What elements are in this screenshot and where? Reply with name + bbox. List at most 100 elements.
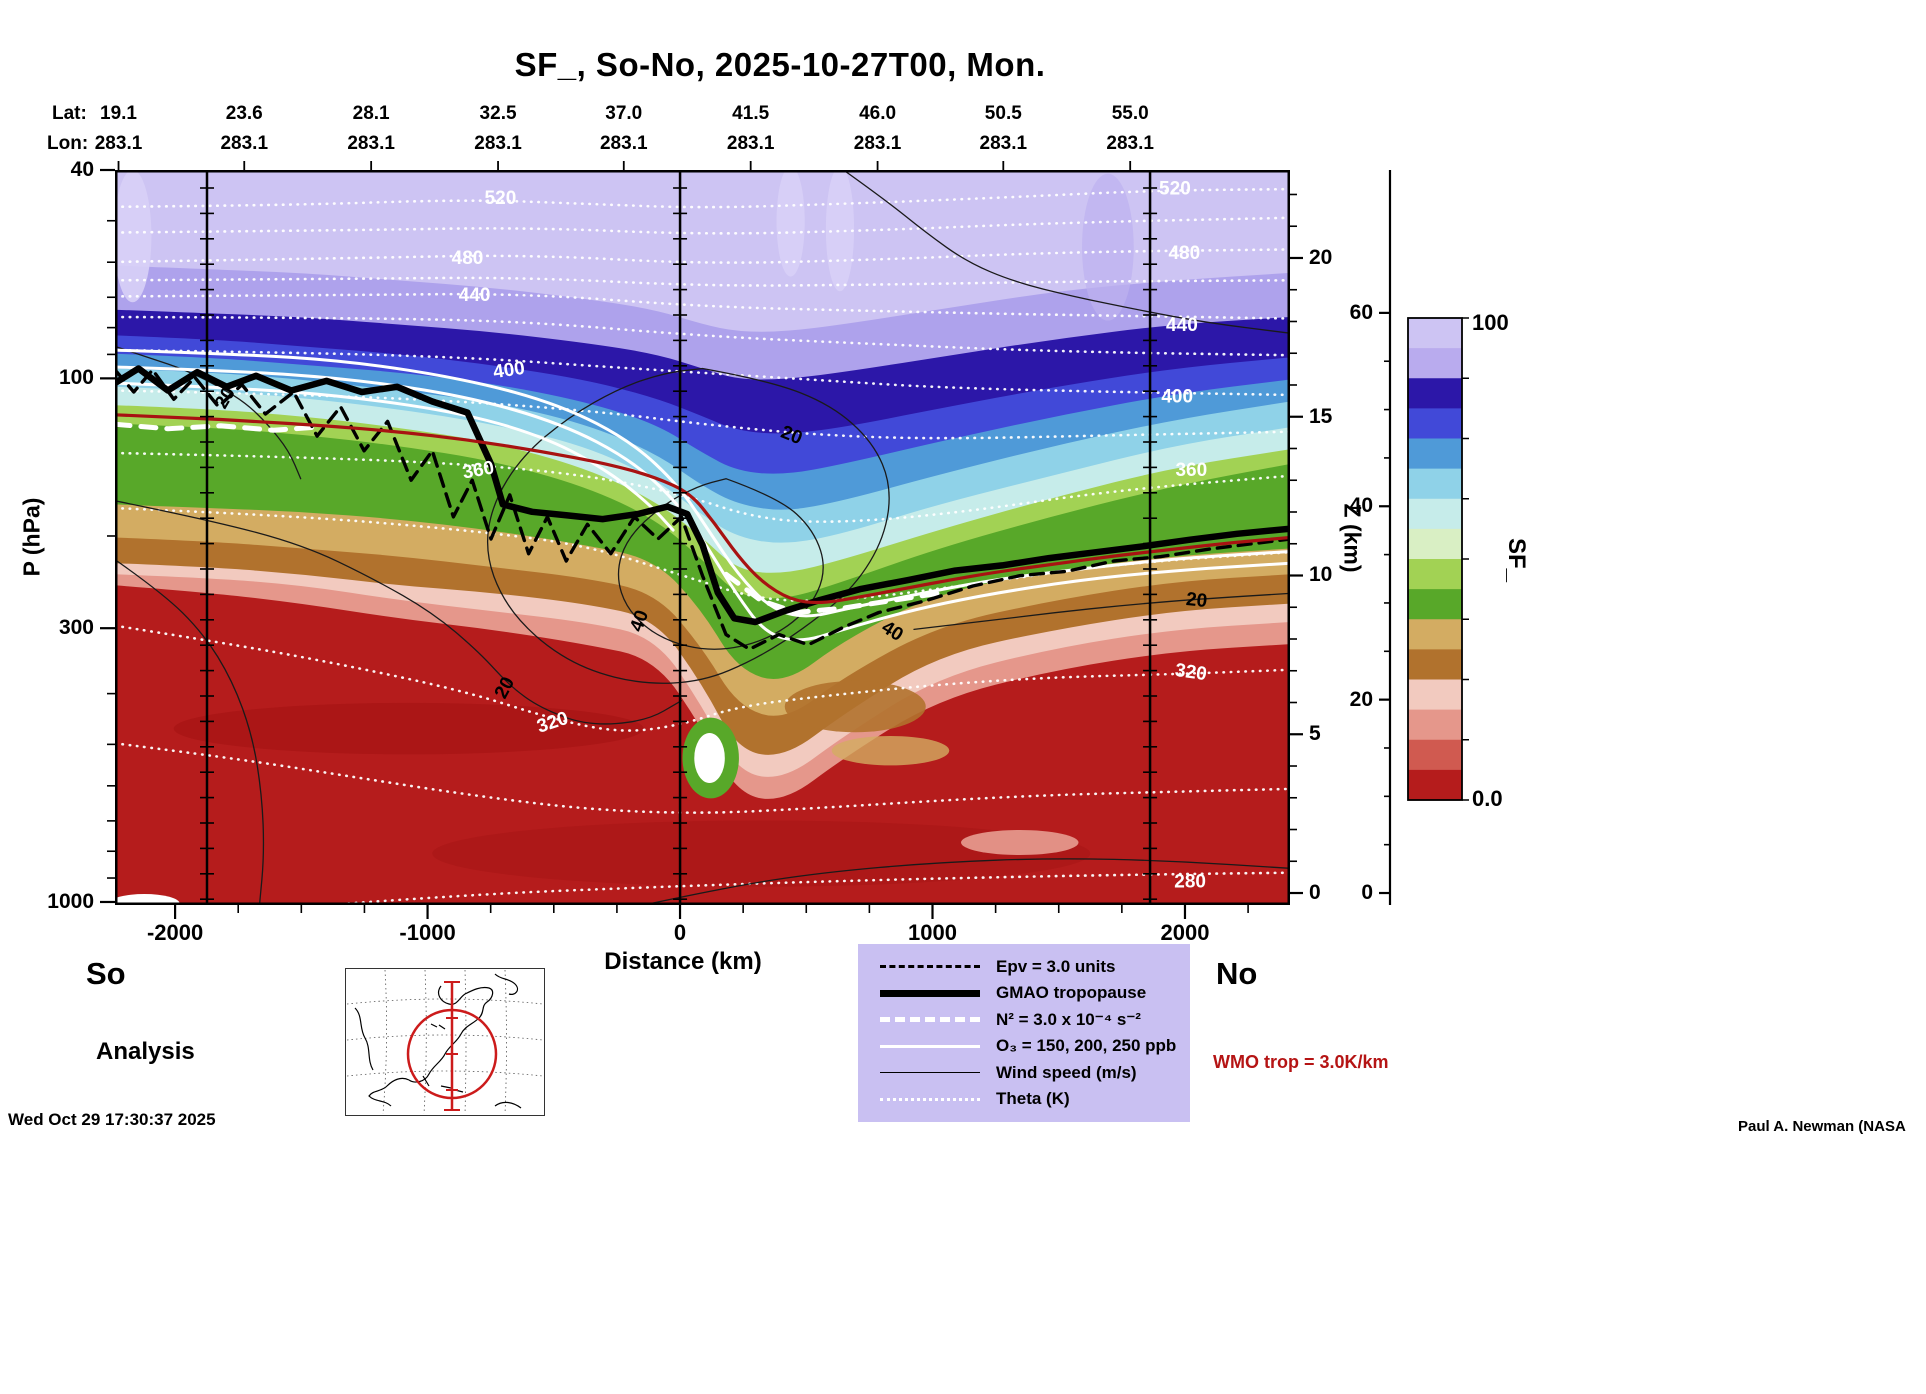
z-kft-tick-label: 20 [1349, 687, 1373, 711]
colorbar-segment [1408, 498, 1462, 530]
contour-wind-upper-left [115, 345, 302, 480]
z-km-tick-label: 5 [1309, 722, 1321, 746]
contour-wind-upper-right [842, 170, 1290, 334]
z-km-tick-label: 0 [1309, 881, 1321, 905]
lat-value: 41.5 [732, 103, 770, 124]
n2-line-swatch [880, 1017, 980, 1023]
lat-axis-label: Lat: [52, 103, 87, 124]
colorbar-segment [1408, 378, 1462, 409]
lon-value: 283.1 [1106, 133, 1154, 154]
distance-tick-label: 2000 [1160, 920, 1210, 945]
analysis-label: Analysis [96, 1038, 195, 1065]
colorbar-segment [1408, 528, 1462, 560]
map-coastline [354, 973, 522, 1109]
lon-value: 283.1 [474, 133, 522, 154]
wind-line-swatch [880, 1072, 980, 1074]
z-kft-tick-label: 0 [1361, 881, 1373, 905]
distance-tick-label: 0 [673, 920, 687, 945]
legend-item: N² = 3.0 x 10⁻⁴ s⁻² [880, 1010, 1184, 1030]
lon-value: 283.1 [979, 133, 1028, 154]
z-kft-tick-label: 60 [1349, 300, 1373, 324]
map-cross-section-marker [406, 981, 498, 1111]
contour-ozone-250 [115, 381, 675, 532]
contour-wmo-tropopause [115, 413, 1290, 605]
cross-section-plot: 5204804404003603205204804404003603202802… [115, 170, 1290, 905]
colorbar-segment [1408, 408, 1462, 440]
lat-value: 28.1 [352, 103, 390, 124]
contour-theta-500 [115, 216, 1290, 235]
colorbar-segment [1408, 709, 1462, 741]
legend-item: GMAO tropopause [880, 983, 1184, 1003]
contour-wind-left-lower [115, 500, 683, 725]
colorbar-segment [1408, 468, 1462, 500]
contour-wind-bottom [643, 858, 1290, 905]
legend-item: Epv = 3.0 units [880, 957, 1184, 977]
contour-label-360: 360 [1175, 460, 1207, 481]
contour-label-440: 440 [459, 285, 491, 306]
z-km-axis-title: Z (km) [1339, 503, 1366, 573]
contour-theta-380 [115, 389, 1290, 440]
legend-item-label: GMAO tropopause [996, 983, 1147, 1003]
o3-line-swatch [880, 1044, 980, 1048]
colorbar-segment [1408, 739, 1462, 771]
lon-value: 283.1 [599, 133, 648, 154]
legend-item-label: N² = 3.0 x 10⁻⁴ s⁻² [996, 1009, 1141, 1029]
contour-label-520: 520 [485, 188, 517, 209]
legend-item: O₃ = 150, 200, 250 ppb [880, 1036, 1184, 1056]
epv-line-swatch [880, 965, 980, 969]
lat-value: 32.5 [479, 103, 517, 124]
reference-lines-layer [200, 170, 1158, 905]
timestamp: Wed Oct 29 17:30:37 2025 [8, 1110, 216, 1129]
contour-label-520: 520 [1159, 178, 1191, 199]
plot-frame [115, 170, 1290, 905]
pressure-tick-label: 300 [58, 616, 94, 640]
contour-label-400: 400 [492, 358, 526, 383]
lat-value: 23.6 [225, 103, 263, 124]
colorbar-segment [1408, 589, 1462, 620]
distance-tick-label: -1000 [399, 920, 456, 945]
contour-theta-520 [115, 187, 1290, 209]
legend-item-label: Epv = 3.0 units [996, 956, 1116, 976]
contour-wind-40-loop [617, 478, 824, 650]
colorbar-title: SF_ [1503, 537, 1530, 583]
contour-label-20: 20 [1185, 589, 1208, 612]
contour-theta-300 [115, 742, 1290, 814]
distance-tick-label: 1000 [908, 920, 957, 945]
theta-line-swatch [880, 1097, 980, 1101]
lat-value: 46.0 [859, 103, 897, 124]
lon-value: 283.1 [347, 133, 395, 154]
contour-label-400: 400 [1161, 386, 1193, 407]
lat-value: 37.0 [605, 103, 643, 124]
field-blobs-layer [115, 170, 1134, 905]
contour-label-480: 480 [452, 248, 484, 269]
legend-item: Wind speed (m/s) [880, 1063, 1184, 1083]
colorbar-segment [1408, 559, 1462, 590]
contour-epv [115, 368, 1290, 651]
lat-value: 55.0 [1111, 103, 1149, 124]
colorbar-segment [1408, 679, 1462, 711]
z-km-tick-label: 15 [1309, 404, 1333, 428]
lon-value: 283.1 [94, 133, 143, 154]
colorbar-segment [1408, 438, 1462, 470]
map-inset [345, 968, 545, 1116]
legend: Epv = 3.0 units GMAO tropopause N² = 3.0 x… [858, 944, 1190, 1122]
contour-wind-left-edge [115, 558, 265, 905]
z-kft-tick-label: 40 [1349, 494, 1373, 518]
colorbar [1407, 317, 1469, 801]
lon-axis-label: Lon: [47, 133, 89, 154]
wmo-tropopause-note: WMO trop = 3.0K/km [1213, 1052, 1389, 1072]
figure-title: SF_, So-No, 2025-10-27T00, Mon. [514, 46, 1046, 83]
contour-theta-360 [115, 451, 1290, 523]
lon-value: 283.1 [853, 133, 902, 154]
pressure-tick-label: 1000 [47, 889, 94, 913]
z-km-tick-label: 20 [1309, 245, 1333, 269]
contour-gmao-tropopause [115, 365, 1290, 626]
map-frame [345, 968, 545, 1116]
contour-theta-400 [115, 348, 1290, 397]
colorbar-min-label: 0.0 [1472, 786, 1503, 811]
pressure-tick-label: 40 [70, 158, 94, 181]
pressure-tick-label: 100 [58, 366, 94, 390]
field-bands-layer [115, 170, 1290, 905]
legend-item-label: O₃ = 150, 200, 250 ppb [996, 1036, 1177, 1056]
